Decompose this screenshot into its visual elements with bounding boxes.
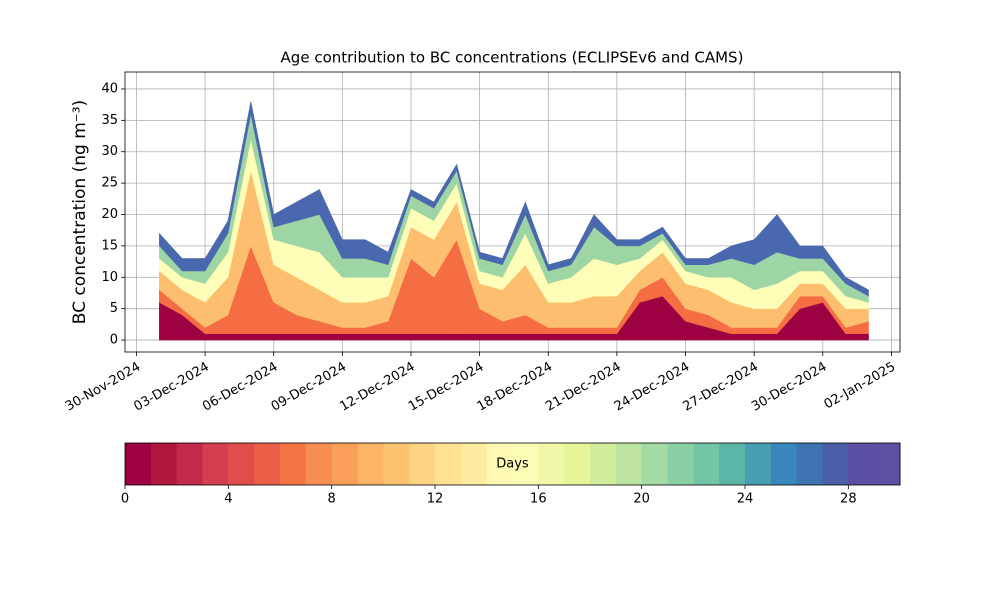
x-tick-label: 21-Dec-2024: [543, 360, 623, 415]
colorbar-bin: [848, 443, 875, 485]
colorbar-tick-label: 24: [737, 492, 754, 507]
colorbar-tick-label: 0: [121, 492, 129, 507]
colorbar-bin: [693, 443, 720, 485]
colorbar-bin: [125, 443, 152, 485]
chart-title: Age contribution to BC concentrations (E…: [281, 49, 744, 67]
colorbar-bin: [796, 443, 823, 485]
colorbar-bin: [460, 443, 488, 485]
x-tick-label: 06-Dec-2024: [200, 360, 280, 415]
y-tick-label: 10: [101, 270, 118, 285]
colorbar-tick-label: 20: [633, 492, 650, 507]
x-tick-label: 12-Dec-2024: [337, 360, 417, 415]
plot-frame: [124, 71, 901, 353]
colorbar-bin: [176, 443, 203, 485]
colorbar-bin: [615, 443, 643, 485]
colorbar-bin: [512, 443, 539, 485]
y-tick-label: 35: [101, 113, 118, 128]
colorbar-bin: [641, 443, 668, 485]
colorbar-label: Days: [496, 457, 529, 472]
colorbar-tick-label: 28: [840, 492, 857, 507]
x-tick-label: 02-Jan-2025: [822, 360, 899, 413]
y-axis-label: BC concentration (ng m⁻³): [70, 100, 90, 324]
colorbar-tick-label: 16: [530, 492, 547, 507]
colorbar-bin: [150, 443, 178, 485]
y-tick-label: 40: [101, 81, 118, 96]
colorbar-tick-label: 12: [427, 492, 444, 507]
colorbar-bin: [305, 443, 333, 485]
x-tick-label: 09-Dec-2024: [269, 360, 349, 415]
colorbar-bin: [331, 443, 358, 485]
colorbar-bin: [383, 443, 410, 485]
y-tick-label: 5: [110, 301, 118, 316]
y-tick-label: 30: [101, 144, 118, 159]
colorbar-bin: [254, 443, 281, 485]
colorbar-tick-label: 4: [224, 492, 232, 507]
colorbar-bin: [228, 443, 255, 485]
y-tick-label: 20: [101, 207, 118, 222]
colorbar-bin: [590, 443, 617, 485]
colorbar-bin: [770, 443, 798, 485]
x-tick-label: 24-Dec-2024: [612, 360, 692, 415]
x-tick-label: 03-Dec-2024: [131, 360, 211, 415]
y-tick-label: 15: [101, 238, 118, 253]
colorbar-bin: [435, 443, 462, 485]
colorbar-bin: [409, 443, 436, 485]
area-layer: [159, 101, 869, 297]
colorbar-bin: [822, 443, 849, 485]
colorbar-bin: [357, 443, 384, 485]
colorbar-bin: [667, 443, 694, 485]
colorbar-bin: [280, 443, 307, 485]
colorbar-bin: [745, 443, 772, 485]
x-tick-label: 18-Dec-2024: [475, 360, 555, 415]
x-tick-label: 30-Nov-2024: [63, 360, 143, 415]
colorbar-frame: [124, 442, 901, 486]
y-tick-label: 0: [110, 333, 118, 348]
colorbar-bin: [202, 443, 229, 485]
y-tick-label: 25: [101, 176, 118, 191]
x-tick-label: 30-Dec-2024: [749, 360, 829, 415]
colorbar-bin: [719, 443, 746, 485]
colorbar-bin: [538, 443, 565, 485]
colorbar-bin: [874, 443, 901, 485]
colorbar-bin: [564, 443, 591, 485]
colorbar-tick-label: 8: [328, 492, 336, 507]
colorbar-bin: [486, 443, 513, 485]
x-tick-label: 27-Dec-2024: [681, 360, 761, 415]
x-tick-label: 15-Dec-2024: [406, 360, 486, 415]
